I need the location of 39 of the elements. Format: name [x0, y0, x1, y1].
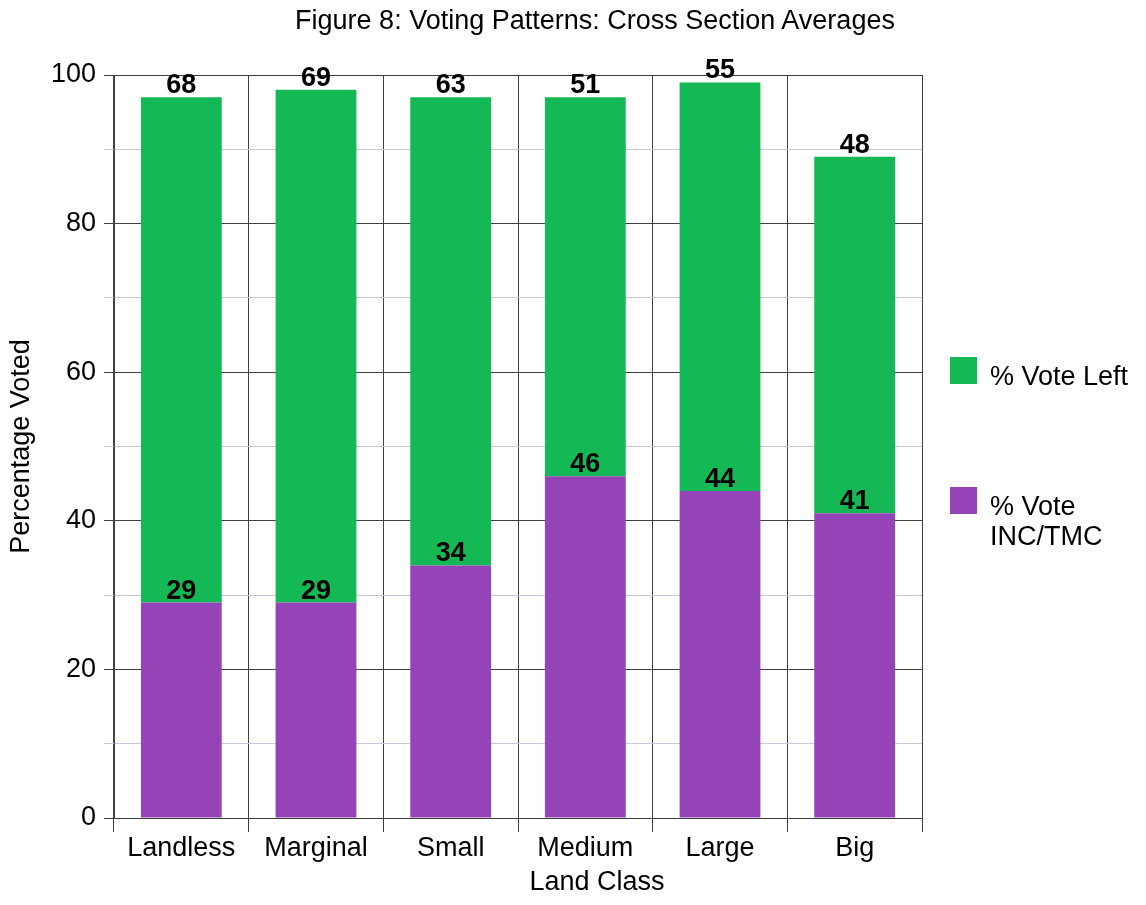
bar	[544, 476, 626, 818]
data-label: 46	[570, 448, 601, 479]
bar	[275, 602, 357, 818]
x-tick-label: Small	[416, 831, 485, 862]
x-tick-label: Medium	[537, 831, 634, 862]
y-tick-label: 40	[65, 504, 96, 535]
x-axis-title: Land Class	[529, 866, 665, 896]
data-label: 34	[435, 537, 466, 568]
legend-label: % Vote Left	[990, 361, 1130, 391]
bar	[140, 602, 222, 818]
y-tick-label: 80	[65, 207, 96, 238]
data-label: 63	[435, 69, 466, 100]
y-axis-title: Percentage Voted	[4, 339, 35, 554]
y-tick-label: 60	[65, 355, 96, 386]
y-tick-label: 20	[65, 652, 96, 683]
x-tick-label: Landless	[127, 831, 236, 862]
bar	[679, 82, 761, 492]
x-tick-label: Large	[685, 831, 755, 862]
data-label: 68	[166, 69, 197, 100]
bar	[814, 513, 896, 818]
data-label: 44	[704, 463, 736, 494]
bar	[679, 491, 761, 818]
x-tick-label: Marginal	[264, 831, 368, 862]
legend-label: % Vote INC/TMC	[990, 491, 1104, 551]
chart-title: Figure 8: Voting Patterns: Cross Section Averages	[295, 7, 895, 35]
bar	[814, 156, 896, 514]
bar	[544, 97, 626, 477]
data-label: 48	[839, 128, 870, 159]
data-label: 29	[300, 574, 332, 605]
y-tick-label: 100	[50, 58, 96, 89]
data-label: 41	[839, 485, 870, 516]
bar	[410, 97, 492, 566]
y-tick-label: 0	[80, 801, 96, 832]
bar	[140, 97, 222, 603]
bar	[410, 565, 492, 818]
bar	[275, 89, 357, 603]
data-label: 51	[570, 69, 601, 100]
x-tick-label: Big	[835, 831, 875, 862]
data-label: 29	[166, 574, 197, 605]
